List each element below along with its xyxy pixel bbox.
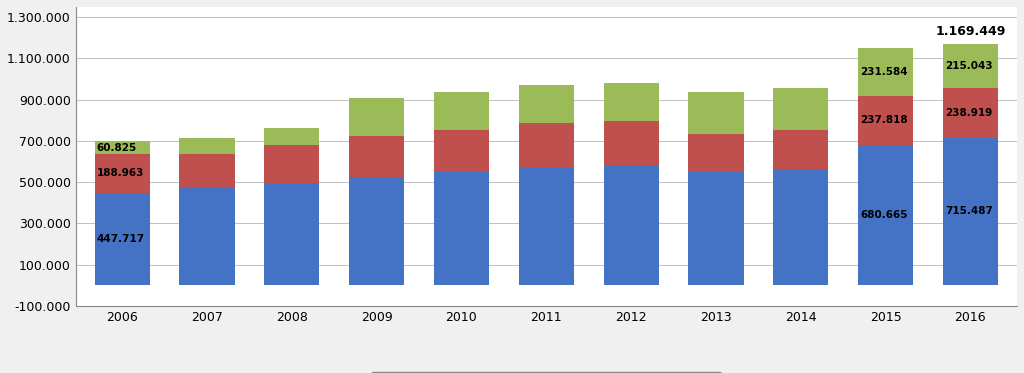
Bar bbox=[603, 121, 658, 166]
Bar bbox=[603, 83, 658, 121]
Bar bbox=[434, 130, 489, 172]
Text: 680.665: 680.665 bbox=[860, 210, 907, 220]
Bar bbox=[943, 138, 998, 285]
Bar bbox=[603, 166, 658, 285]
Bar bbox=[943, 88, 998, 138]
Bar bbox=[179, 188, 234, 285]
Bar bbox=[858, 48, 913, 96]
Text: 237.818: 237.818 bbox=[860, 115, 907, 125]
Text: 238.919: 238.919 bbox=[945, 108, 992, 118]
Bar bbox=[264, 145, 319, 183]
Bar bbox=[349, 177, 404, 285]
Bar bbox=[264, 183, 319, 285]
Text: 215.043: 215.043 bbox=[945, 61, 992, 71]
Bar bbox=[264, 128, 319, 145]
Bar bbox=[179, 154, 234, 188]
Text: 188.963: 188.963 bbox=[96, 169, 144, 178]
Bar bbox=[434, 92, 489, 130]
Bar bbox=[349, 98, 404, 136]
Bar bbox=[94, 141, 150, 154]
Bar bbox=[94, 154, 150, 193]
Bar bbox=[688, 134, 743, 172]
Text: 447.717: 447.717 bbox=[96, 234, 144, 244]
Bar bbox=[434, 172, 489, 285]
Bar bbox=[349, 136, 404, 177]
Bar bbox=[688, 92, 743, 134]
Bar bbox=[773, 130, 828, 169]
Text: 715.487: 715.487 bbox=[945, 207, 993, 216]
Bar bbox=[773, 169, 828, 285]
Legend: Bacharelado, Licenciatura, Tecnológico: Bacharelado, Licenciatura, Tecnológico bbox=[371, 372, 722, 373]
Bar bbox=[773, 88, 828, 130]
Text: 60.825: 60.825 bbox=[96, 143, 137, 153]
Bar bbox=[519, 167, 573, 285]
Bar bbox=[179, 138, 234, 154]
Text: 231.584: 231.584 bbox=[860, 67, 907, 77]
Text: 1.169.449: 1.169.449 bbox=[935, 25, 1006, 38]
Bar bbox=[94, 193, 150, 285]
Bar bbox=[943, 44, 998, 88]
Bar bbox=[519, 85, 573, 123]
Bar bbox=[858, 145, 913, 285]
Bar bbox=[858, 96, 913, 145]
Bar bbox=[519, 123, 573, 167]
Bar bbox=[688, 172, 743, 285]
